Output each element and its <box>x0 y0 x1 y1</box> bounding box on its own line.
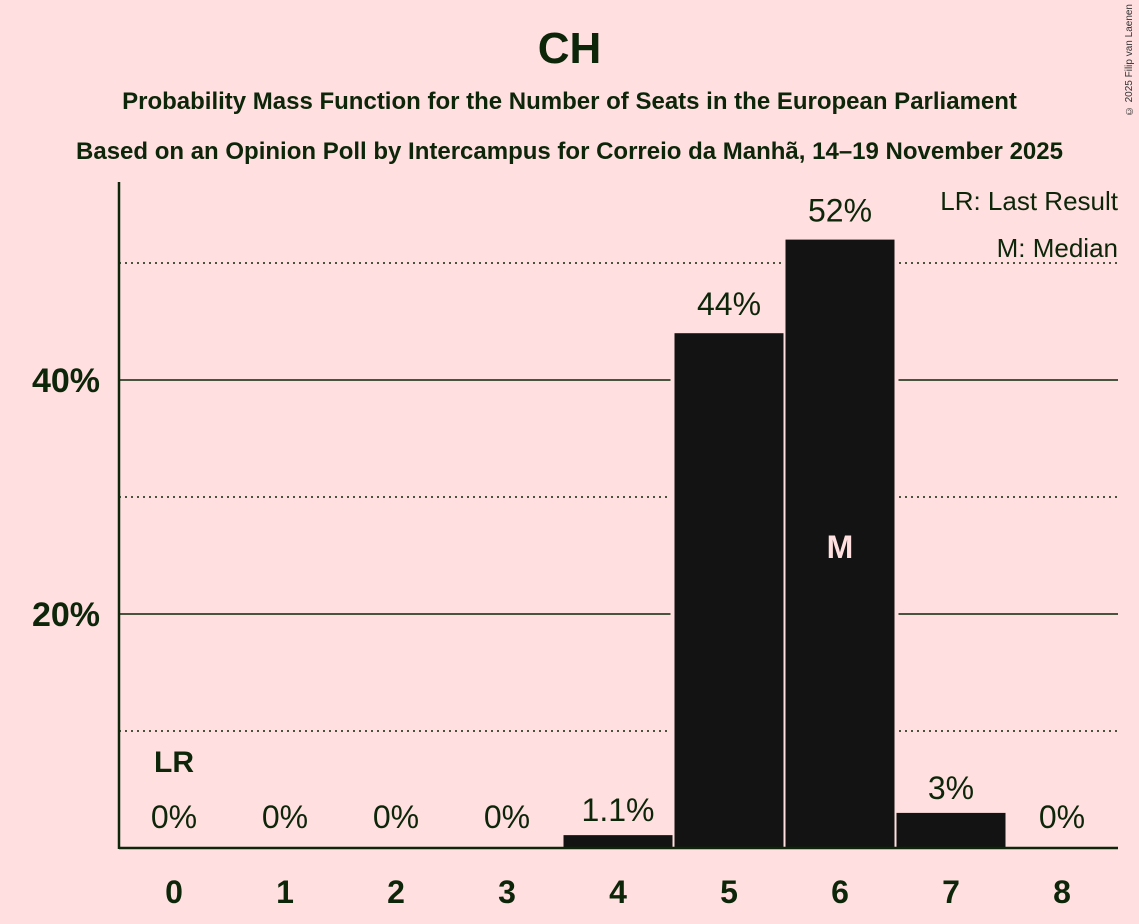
x-tick-label: 0 <box>165 874 183 910</box>
x-tick-label: 8 <box>1053 874 1071 910</box>
chart-subtitle: Probability Mass Function for the Number… <box>122 88 1017 115</box>
last-result-marker: LR <box>154 746 194 779</box>
bar-seat-5 <box>674 333 784 848</box>
bar-seat-6 <box>785 239 895 849</box>
bar-value-label: 44% <box>697 286 761 322</box>
x-tick-label: 7 <box>942 874 960 910</box>
bar-value-label: 0% <box>484 799 530 835</box>
bar-value-label: 0% <box>1039 799 1085 835</box>
x-tick-label: 4 <box>609 874 627 910</box>
bar-value-label: 3% <box>928 770 974 806</box>
bar-seat-7 <box>896 812 1006 848</box>
bar-value-label: 0% <box>373 799 419 835</box>
legend-median: M: Median <box>997 233 1118 263</box>
bar-value-label: 1.1% <box>582 792 655 828</box>
bar-value-label: 0% <box>262 799 308 835</box>
bar-value-label: 52% <box>808 193 872 229</box>
x-tick-label: 3 <box>498 874 516 910</box>
legend-last-result: LR: Last Result <box>940 186 1119 216</box>
chart-source: Based on an Opinion Poll by Intercampus … <box>76 138 1063 165</box>
chart-title: CH <box>537 24 602 73</box>
median-marker: M <box>827 529 854 565</box>
y-tick-label: 20% <box>32 596 100 634</box>
x-tick-label: 1 <box>276 874 294 910</box>
y-tick-label: 40% <box>32 362 100 400</box>
bar-seat-4 <box>563 835 673 848</box>
x-tick-label: 2 <box>387 874 405 910</box>
x-tick-label: 5 <box>720 874 738 910</box>
bar-value-label: 0% <box>151 799 197 835</box>
x-tick-label: 6 <box>831 874 849 910</box>
